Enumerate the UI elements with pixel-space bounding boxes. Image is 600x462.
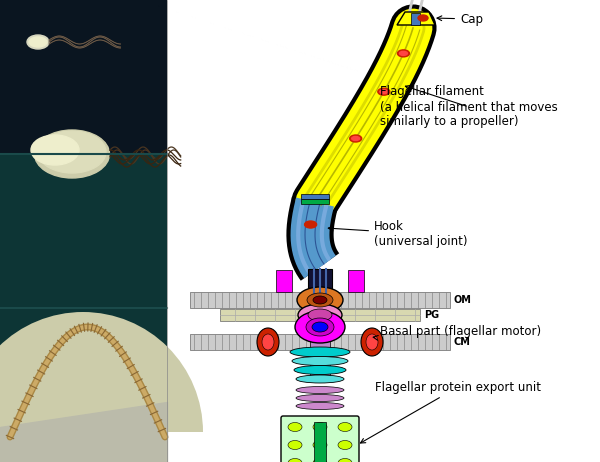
Bar	[190, 334, 450, 350]
Text: CM: CM	[454, 337, 471, 347]
Text: Cap: Cap	[437, 12, 483, 25]
Bar	[0, 308, 167, 462]
Ellipse shape	[338, 423, 352, 432]
Ellipse shape	[380, 90, 388, 94]
Text: Flagellar protein export unit: Flagellar protein export unit	[361, 381, 541, 443]
Ellipse shape	[288, 440, 302, 450]
Ellipse shape	[350, 135, 362, 142]
Ellipse shape	[313, 458, 327, 462]
Ellipse shape	[308, 309, 332, 321]
Text: Basal part (flagellar motor): Basal part (flagellar motor)	[373, 326, 541, 340]
Ellipse shape	[307, 293, 333, 307]
Ellipse shape	[397, 50, 409, 57]
Ellipse shape	[31, 135, 79, 165]
Ellipse shape	[295, 311, 345, 343]
Text: PG: PG	[424, 310, 439, 320]
Bar	[190, 292, 450, 308]
Ellipse shape	[296, 387, 344, 394]
Ellipse shape	[306, 318, 334, 336]
Ellipse shape	[296, 402, 344, 409]
Ellipse shape	[338, 458, 352, 462]
Ellipse shape	[312, 322, 328, 332]
Wedge shape	[0, 312, 203, 432]
Ellipse shape	[418, 15, 428, 21]
Ellipse shape	[298, 304, 342, 326]
Ellipse shape	[257, 328, 279, 356]
Text: OM: OM	[454, 295, 472, 305]
Bar	[411, 13, 420, 25]
Bar	[301, 199, 329, 204]
Bar	[276, 270, 292, 292]
Bar	[0, 0, 167, 154]
Bar	[308, 269, 332, 300]
Ellipse shape	[262, 334, 274, 350]
Ellipse shape	[352, 136, 359, 140]
Bar	[301, 194, 329, 199]
Ellipse shape	[290, 347, 350, 357]
Ellipse shape	[292, 357, 348, 365]
Ellipse shape	[27, 35, 49, 49]
Ellipse shape	[400, 51, 407, 55]
Text: Flagellar filament
(a helical filament that moves
similarly to a propeller): Flagellar filament (a helical filament t…	[380, 85, 558, 128]
FancyBboxPatch shape	[281, 416, 359, 462]
Ellipse shape	[297, 287, 343, 313]
Ellipse shape	[305, 221, 317, 228]
Bar	[348, 270, 364, 292]
Ellipse shape	[313, 296, 327, 304]
Text: Flagellar protein: Flagellar protein	[0, 461, 1, 462]
Text: Hook
(universal joint): Hook (universal joint)	[328, 220, 467, 248]
Ellipse shape	[288, 458, 302, 462]
Polygon shape	[397, 12, 435, 25]
Ellipse shape	[313, 423, 327, 432]
Ellipse shape	[29, 37, 47, 47]
Ellipse shape	[38, 131, 106, 173]
Ellipse shape	[313, 440, 327, 450]
Ellipse shape	[296, 395, 344, 401]
Ellipse shape	[361, 328, 383, 356]
Ellipse shape	[294, 365, 346, 375]
Ellipse shape	[296, 375, 344, 383]
Ellipse shape	[378, 88, 390, 95]
Bar	[314, 422, 326, 462]
Bar	[0, 154, 167, 308]
Bar	[310, 269, 330, 380]
Bar	[220, 309, 420, 321]
Ellipse shape	[366, 334, 378, 350]
Ellipse shape	[288, 423, 302, 432]
Ellipse shape	[338, 440, 352, 450]
Ellipse shape	[35, 130, 110, 178]
